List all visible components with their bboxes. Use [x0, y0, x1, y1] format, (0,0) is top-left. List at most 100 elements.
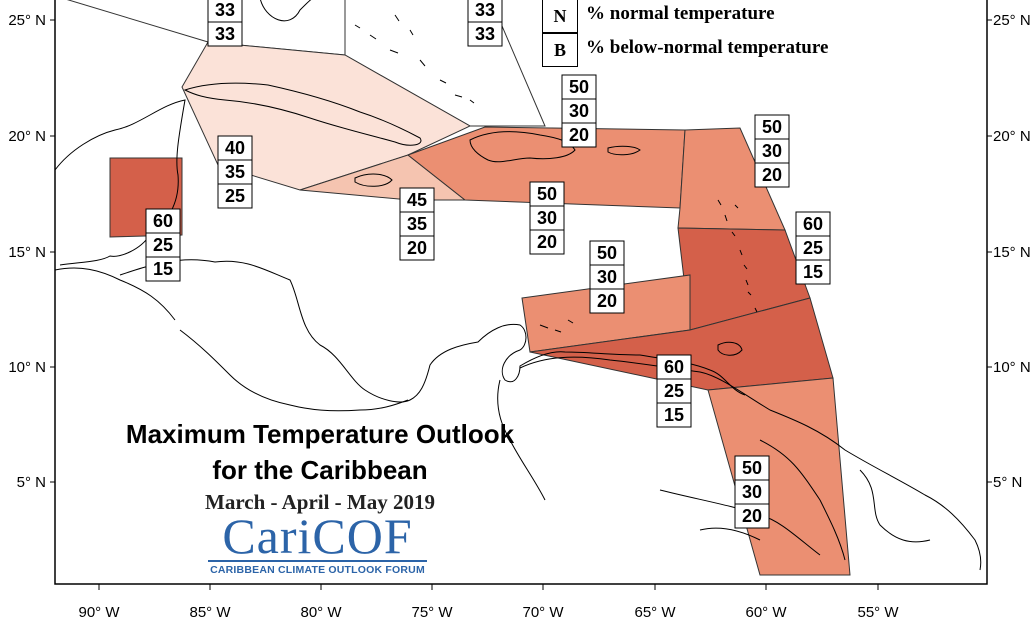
prob-value: 30: [597, 267, 617, 287]
logo-word-cari: Cari: [222, 508, 313, 564]
prob-value: 40: [225, 138, 245, 158]
prob-value: 50: [597, 243, 617, 263]
prob-cell: [217, 183, 253, 209]
prob-cell: [561, 98, 597, 124]
prob-value: 20: [597, 291, 617, 311]
prob-value: 33: [475, 24, 495, 44]
lat-label: 10° N: [993, 359, 1031, 376]
prob-cell: [656, 402, 692, 428]
map-title-line1: Maximum Temperature Outlook: [125, 419, 515, 449]
lon-label: 75° W: [411, 604, 453, 621]
prob-cell: [589, 264, 625, 290]
prob-value: 20: [742, 506, 762, 526]
lat-label: 15° N: [8, 244, 46, 261]
prob-cell: [589, 288, 625, 314]
lat-labels-right: 25° N 20° N 15° N 10° N 5° N: [993, 12, 1031, 491]
prob-value: 30: [537, 208, 557, 228]
prob-box-guianas: 50 30 20: [734, 455, 770, 529]
logo-wordmark: CariCOF: [200, 511, 435, 561]
probability-boxes: 3333333333334035256025154535205030205030…: [145, 0, 831, 529]
forecast-zones: [66, 0, 851, 576]
caricof-logo: CariCOF CARIBBEAN CLIMATE OUTLOOK FORUM: [200, 511, 435, 578]
lon-label: 80° W: [300, 604, 342, 621]
lat-label: 20° N: [8, 128, 46, 145]
prob-cell: [795, 235, 831, 261]
prob-value: 25: [664, 381, 684, 401]
prob-value: 15: [664, 405, 684, 425]
prob-value: 33: [215, 0, 235, 20]
prob-cell: [399, 235, 435, 261]
axis-ticks: [50, 19, 992, 590]
prob-cell: [217, 159, 253, 185]
prob-value: 33: [475, 0, 495, 20]
logo-divider: [208, 560, 427, 562]
lat-labels-left: 25° N 20° N 15° N 10° N 5° N: [8, 12, 46, 491]
prob-cell: [754, 114, 790, 140]
prob-cell: [529, 205, 565, 231]
prob-value: 50: [537, 184, 557, 204]
prob-cell: [754, 138, 790, 164]
prob-value: 15: [803, 262, 823, 282]
prob-cell: [795, 211, 831, 237]
prob-box-leeward-islands: 50 30 20: [754, 114, 790, 188]
prob-value: 35: [407, 214, 427, 234]
prob-value: 20: [569, 125, 589, 145]
prob-box-cuba: 40 35 25: [217, 135, 253, 209]
prob-value: 15: [153, 259, 173, 279]
prob-value: 33: [215, 24, 235, 44]
prob-value: 60: [153, 211, 173, 231]
prob-value: 20: [537, 232, 557, 252]
prob-box-abc-islands: 50 30 20: [589, 240, 625, 314]
legend-text-below: % below-normal temperature: [586, 37, 829, 58]
prob-cell: [561, 74, 597, 100]
logo-tagline: CARIBBEAN CLIMATE OUTLOOK FORUM: [210, 564, 425, 576]
lat-label: 25° N: [993, 12, 1031, 29]
legend-text-normal: % normal temperature: [586, 3, 775, 24]
lon-label: 70° W: [522, 604, 564, 621]
prob-cell: [145, 232, 181, 258]
season-subtitle: March - April - May 2019: [205, 490, 435, 514]
prob-value: 50: [742, 458, 762, 478]
prob-cell: [734, 503, 770, 529]
lat-label: 5° N: [17, 474, 46, 491]
map-title-line2: for the Caribbean: [212, 455, 428, 485]
prob-value: 60: [664, 357, 684, 377]
legend-letter-n: N: [542, 0, 578, 33]
lon-label: 90° W: [78, 604, 120, 621]
prob-cell: [754, 162, 790, 188]
prob-cell: [399, 211, 435, 237]
prob-value: 60: [803, 214, 823, 234]
prob-cell: [145, 256, 181, 282]
prob-box-hispaniola: 50 30 20: [561, 74, 597, 148]
legend-letter-b: B: [542, 33, 578, 67]
lat-label: 5° N: [993, 474, 1022, 491]
prob-box-northern-caribbean-east: 50 30 20: [529, 181, 565, 255]
lat-label: 25° N: [8, 12, 46, 29]
prob-value: 35: [225, 162, 245, 182]
prob-cell: [529, 181, 565, 207]
logo-word-cof: COF: [312, 508, 413, 564]
prob-cell: [529, 229, 565, 255]
prob-value: 25: [153, 235, 173, 255]
prob-value: 20: [762, 165, 782, 185]
prob-cell: [561, 122, 597, 148]
prob-value: 50: [762, 117, 782, 137]
prob-cell: [656, 354, 692, 380]
lon-label: 65° W: [634, 604, 676, 621]
lat-label: 20° N: [993, 128, 1031, 145]
lon-labels: 90° W 85° W 80° W 75° W 70° W 65° W 60° …: [78, 604, 899, 621]
prob-box-belize: 60 25 15: [145, 208, 181, 282]
lon-label: 55° W: [857, 604, 899, 621]
prob-value: 25: [803, 238, 823, 258]
prob-cell: [207, 21, 243, 47]
prob-value: 30: [742, 482, 762, 502]
legend-row-below: B % below-normal temperature: [542, 33, 942, 67]
prob-value: 25: [225, 186, 245, 206]
prob-value: 45: [407, 190, 427, 210]
prob-box-windward-islands: 60 25 15: [795, 211, 831, 285]
prob-cell: [589, 240, 625, 266]
lon-label: 60° W: [745, 604, 787, 621]
prob-value: 50: [569, 77, 589, 97]
